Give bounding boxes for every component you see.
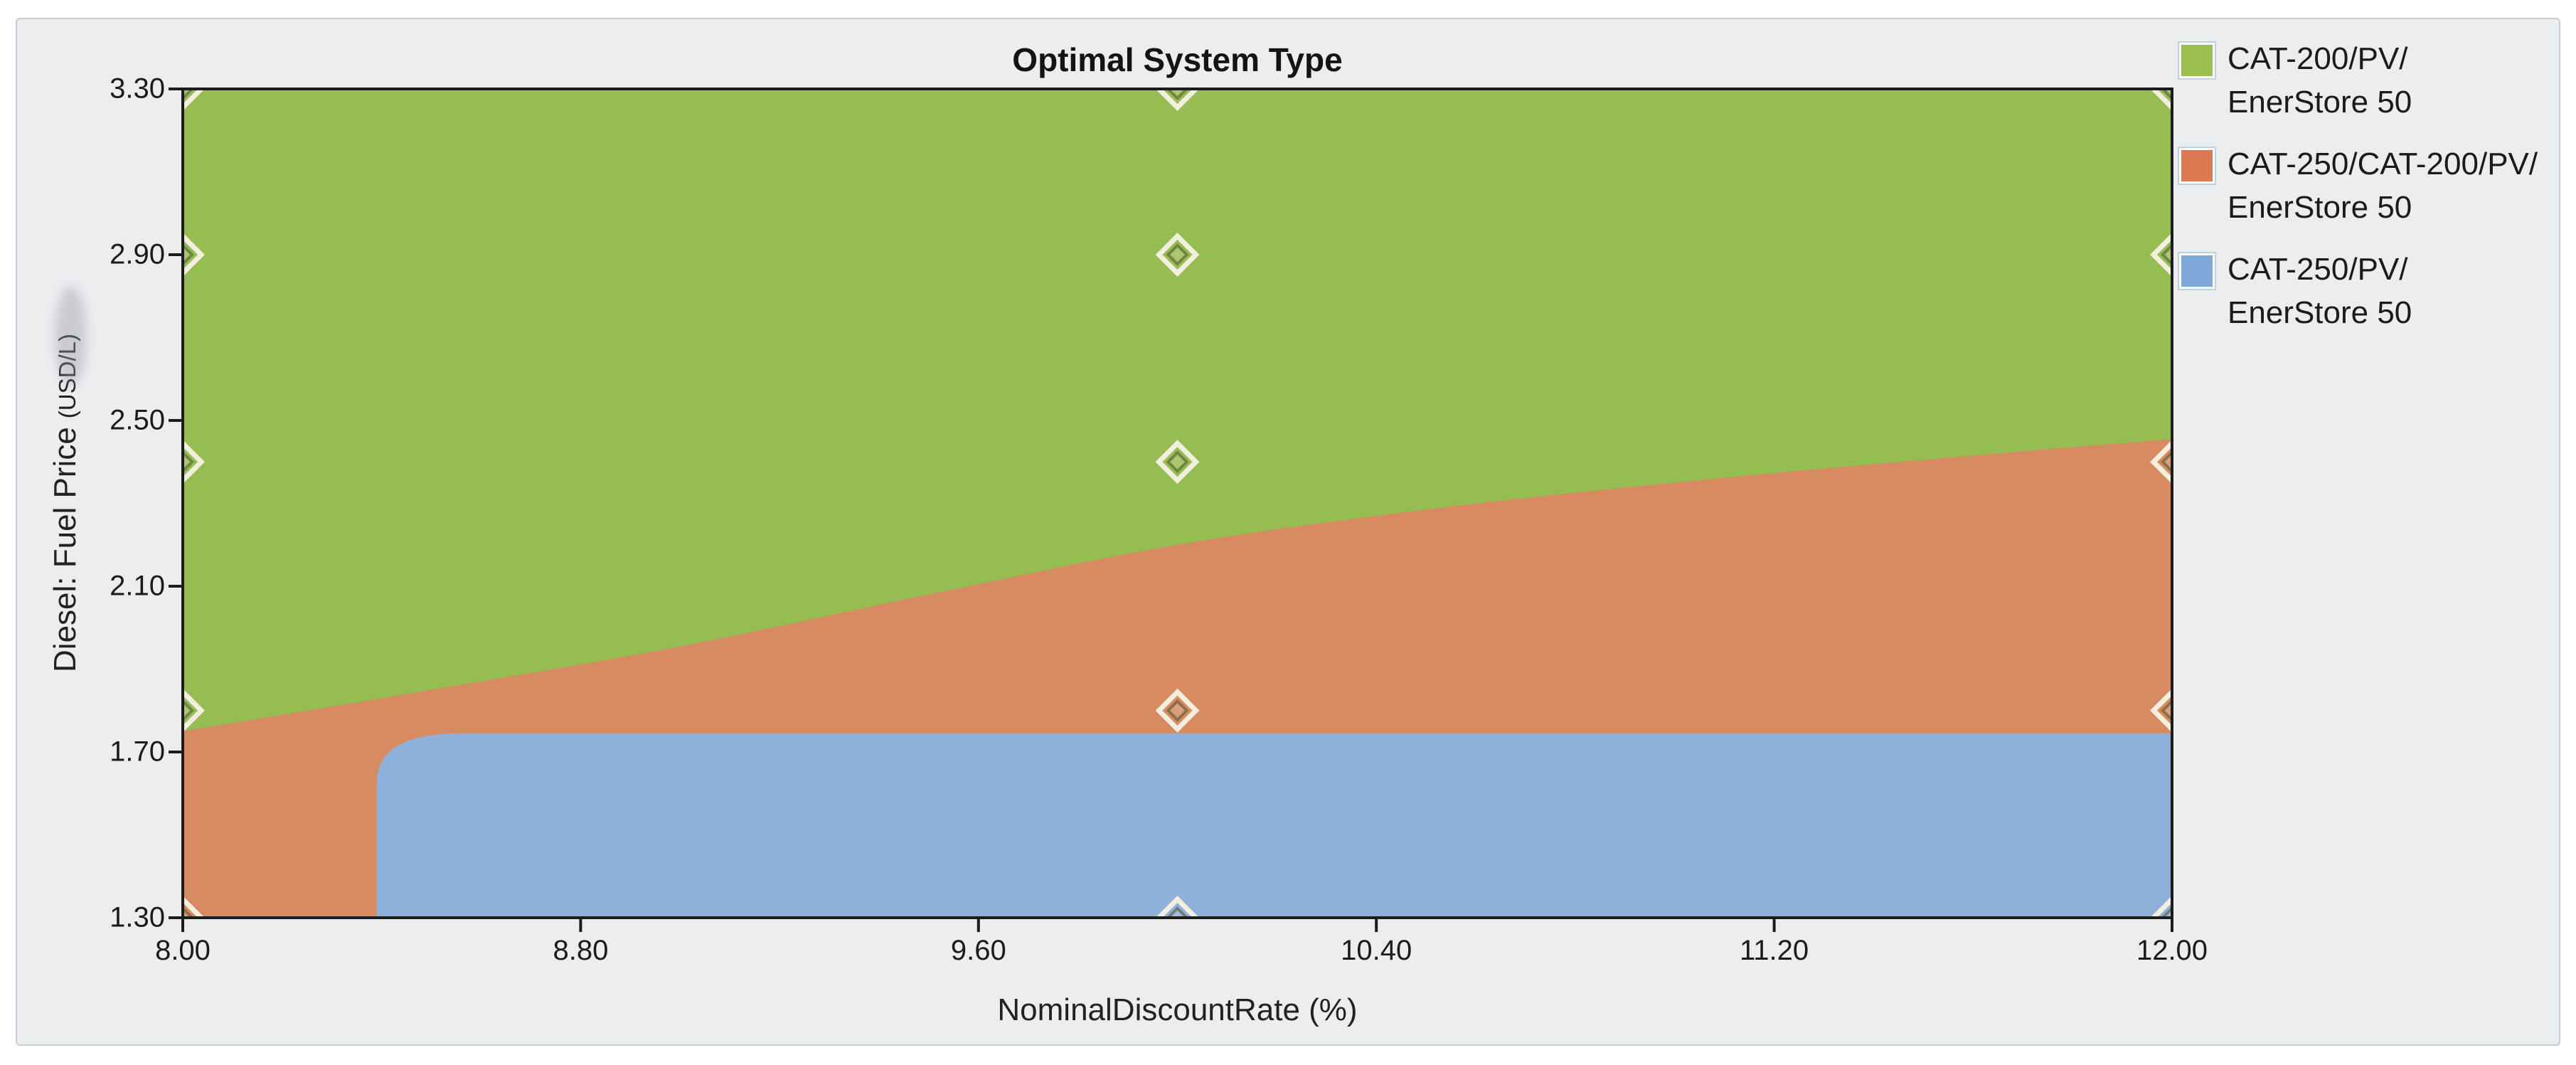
legend-item: CAT-200/PV/ EnerStore 50: [2179, 37, 2538, 124]
plot-border: [181, 88, 2173, 919]
chart-panel: Optimal System Type 8.00 8.80 9.60 10.40 11.…: [16, 18, 2560, 1046]
sensitivity-marker-inner: [183, 89, 194, 100]
chart-title: Optimal System Type: [1012, 41, 1343, 78]
plot-area[interactable]: [17, 19, 2559, 1044]
sensitivity-marker[interactable]: [2150, 440, 2191, 484]
sensitivity-marker-inner: [2161, 243, 2172, 266]
x-tick-label: 10.40: [1341, 935, 1412, 966]
legend-swatch-icon: [2179, 148, 2215, 184]
plot-regions[interactable]: [164, 70, 2191, 936]
sensitivity-marker[interactable]: [1155, 896, 1200, 936]
legend-swatch-icon: [2179, 253, 2215, 289]
legend-label: CAT-200/PV/ EnerStore 50: [2228, 41, 2412, 120]
sensitivity-marker[interactable]: [1155, 233, 1200, 277]
x-axis-title: NominalDiscountRate (%): [997, 992, 1358, 1027]
legend-label: CAT-250/PV/ EnerStore 50: [2228, 252, 2412, 330]
y-tick-label: 2.10: [110, 570, 165, 602]
legend-item: CAT-250/CAT-200/PV/ EnerStore 50: [2179, 142, 2538, 229]
x-tick-label: 8.00: [155, 935, 211, 966]
legend-item: CAT-250/PV/ EnerStore 50: [2179, 248, 2538, 334]
sensitivity-marker[interactable]: [2150, 233, 2191, 277]
y-tick-label: 2.50: [110, 404, 165, 436]
sensitivity-marker-inner: [183, 450, 194, 474]
y-tick-label: 2.90: [110, 238, 165, 270]
sensitivity-marker-inner: [2161, 906, 2172, 918]
sensitivity-marker[interactable]: [164, 896, 205, 936]
sensitivity-marker[interactable]: [164, 688, 205, 733]
sensitivity-marker[interactable]: [164, 233, 205, 277]
x-tick-label: 11.20: [1740, 935, 1809, 966]
sensitivity-marker-inner: [2161, 699, 2172, 722]
sensitivity-marker-inner: [1166, 906, 1189, 918]
sensitivity-marker[interactable]: [164, 440, 205, 484]
sensitivity-marker-inner: [183, 243, 194, 266]
y-axis-title-text: Diesel: Fuel Price: [48, 427, 83, 672]
sensitivity-marker-inner: [2161, 450, 2172, 474]
sensitivity-marker[interactable]: [1155, 70, 1200, 111]
legend-label: CAT-250/CAT-200/PV/ EnerStore 50: [2228, 147, 2538, 225]
sensitivity-marker[interactable]: [1155, 440, 1200, 484]
legend: CAT-200/PV/ EnerStore 50 CAT-250/CAT-200/…: [2179, 37, 2538, 353]
y-axis-title: Diesel: Fuel Price (USD/L): [48, 334, 83, 672]
sensitivity-marker-inner: [183, 699, 194, 722]
sensitivity-marker[interactable]: [2150, 896, 2191, 936]
x-tick-label: 12.00: [2136, 935, 2208, 966]
sensitivity-marker[interactable]: [1155, 688, 1200, 733]
sensitivity-marker-inner: [1166, 450, 1189, 474]
sensitivity-marker[interactable]: [2150, 688, 2191, 733]
smudge-artifact: [55, 286, 87, 386]
x-tick-label: 8.80: [553, 935, 609, 966]
sensitivity-marker-inner: [1166, 243, 1189, 266]
sensitivity-marker-inner: [1166, 699, 1189, 722]
y-tick-label: 1.30: [110, 901, 165, 933]
region-blue[interactable]: [376, 733, 2172, 918]
sensitivity-marker-inner: [1166, 89, 1189, 100]
x-tick-label: 9.60: [950, 935, 1006, 966]
sensitivity-marker-inner: [183, 906, 194, 918]
sensitivity-marker-inner: [2161, 89, 2172, 100]
y-tick-label: 1.70: [110, 736, 165, 768]
y-tick-label: 3.30: [110, 73, 165, 105]
legend-swatch-icon: [2179, 43, 2215, 78]
